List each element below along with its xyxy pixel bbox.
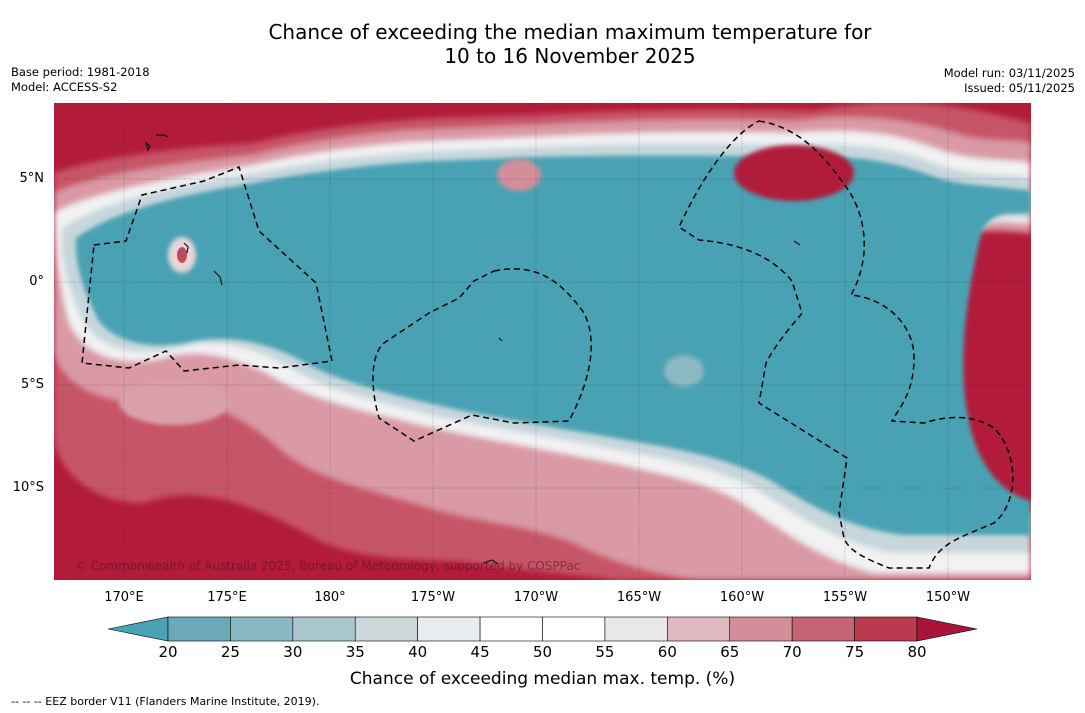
lon-label-155w: 155°W [822,590,868,605]
warm-spot-north [497,159,541,191]
colorbar-tick-25: 25 [220,643,240,661]
colorbar-tick-60: 60 [657,643,677,661]
colorbar-block-60-65 [667,616,731,642]
graticule [54,103,1031,580]
island-3 [183,242,189,254]
chart-title: Chance of exceeding the median maximum t… [0,20,1085,68]
colorbar-block-70-75 [791,616,855,642]
eez-kiribati-phoenix [372,268,592,442]
colorbar-block-40-45 [417,616,481,642]
eez-legend-note: -- -- -- EEZ border V11 (Flanders Marine… [11,695,320,708]
base-period-text: Base period: 1981-2018 [11,65,150,79]
eez-kiribati-line [678,120,1014,569]
lat-label-5s: 5°S [20,377,44,392]
colorbar-tick-75: 75 [845,643,865,661]
colorbar-block-35-40 [354,616,418,642]
colorbar-tick-80: 80 [907,643,927,661]
colorbar-tick-65: 65 [720,643,740,661]
lon-label-165w: 165°W [616,590,662,605]
colorbar-block-30-35 [292,616,356,642]
eez-kiribati-gilbert [81,166,333,372]
map-canvas [54,103,1031,580]
colorbar-block-25-30 [230,616,294,642]
model-run-text: Model run: 03/11/2025 [943,66,1075,80]
colorbar-block-65-70 [729,616,793,642]
issued-text: Issued: 05/11/2025 [964,81,1075,95]
eez-borders [81,120,1014,569]
lon-label-150w: 150°W [925,590,971,605]
lon-label-180: 180° [314,590,346,605]
island-4 [213,270,223,286]
colorbar-tick-45: 45 [470,643,490,661]
colorbar [108,616,978,642]
colorbar-block-55-60 [604,616,668,642]
colorbar-tick-70: 70 [782,643,802,661]
island-5 [793,240,801,246]
lon-label-160w: 160°W [719,590,765,605]
colorbar-tick-50: 50 [532,643,553,661]
lon-label-170e: 170°E [104,590,144,605]
below-median-core [75,155,1031,535]
island-2 [156,134,169,138]
colorbar-block-50-55 [542,616,606,642]
meta-right: Model run: 03/11/2025 Issued: 05/11/2025 [944,66,1075,96]
hot-spot-west [177,247,187,263]
lon-label-175w: 175°W [410,590,456,605]
colorbar-tick-20: 20 [158,643,178,661]
copyright-text: © Commonwealth of Australia 2025, Bureau… [75,559,581,573]
lon-label-175e: 175°E [207,590,247,605]
colorbar-tick-40: 40 [408,643,428,661]
title-line-2: 10 to 16 November 2025 [444,44,696,68]
island-7 [483,559,499,565]
colorbar-tick-35: 35 [345,643,365,661]
meta-left: Base period: 1981-2018 Model: ACCESS-S2 [11,65,150,95]
island-1 [144,141,151,152]
teal-core [75,155,1031,535]
colorbar-block-75-80 [854,616,918,642]
title-line-1: Chance of exceeding the median maximum t… [268,20,872,44]
colorbar-tick-30: 30 [283,643,303,661]
colorbar-blocks [167,616,918,642]
colorbar-tick-55: 55 [595,643,615,661]
forecast-map [54,103,1031,580]
model-text: Model: ACCESS-S2 [11,80,118,94]
colorbar-under-arrow [108,616,169,642]
islands [144,134,801,565]
colorbar-over-arrow [916,616,978,642]
cool-patch [664,355,704,387]
lon-label-170w: 170°W [513,590,559,605]
colorbar-title: Chance of exceeding median max. temp. (%… [349,669,736,689]
hot-spot-northeast [734,145,854,201]
lat-label-10s: 10°S [12,480,44,495]
lat-label-5n: 5°N [19,171,45,186]
island-6 [498,337,503,342]
colorbar-block-20-25 [167,616,231,642]
lat-label-0: 0° [29,274,44,289]
warm-patch-southwest [119,381,229,425]
colorbar-block-45-50 [479,616,543,642]
